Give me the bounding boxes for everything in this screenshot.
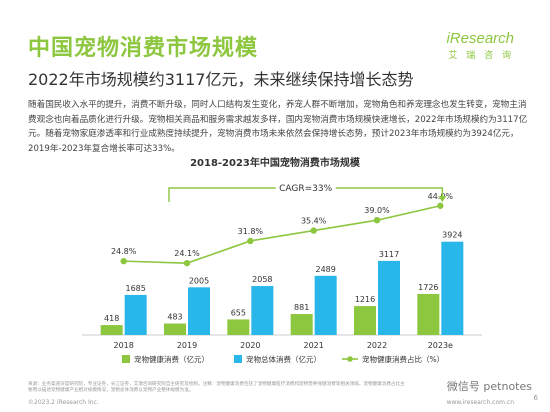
cagr-label: CAGR=33% bbox=[279, 184, 333, 194]
total-value-label-2020: 2058 bbox=[252, 275, 272, 284]
page-subtitle: 2022年市场规模约3117亿元，未来继续保持增长态势 bbox=[28, 70, 414, 89]
share-line bbox=[123, 204, 441, 264]
share-value-label-2021: 35.4% bbox=[301, 217, 327, 226]
share-point-2021 bbox=[310, 227, 317, 234]
total-value-label-2022: 3117 bbox=[379, 250, 399, 259]
brand-name: iResearch bbox=[446, 30, 514, 47]
share-value-label-2018: 24.8% bbox=[111, 247, 137, 256]
health-value-label-2023e: 1726 bbox=[418, 283, 438, 292]
health-value-label-2020: 655 bbox=[231, 308, 246, 317]
total-value-label-2019: 2005 bbox=[189, 276, 209, 285]
page-title: 中国宠物消费市场规模 bbox=[28, 36, 259, 61]
x-tick-label-2021: 2021 bbox=[303, 341, 323, 350]
health-value-label-2021: 881 bbox=[294, 303, 309, 312]
body-paragraph: 随着国民收入水平的提升，消费不断升级，同时人口结构发生变化，养宠人群不断增加，宠… bbox=[28, 100, 528, 154]
health-value-label-2019: 483 bbox=[167, 313, 182, 322]
legend-swatch-0 bbox=[122, 355, 130, 363]
health-bar-2023e bbox=[417, 293, 440, 335]
source-note: 来源：业务渠道深度研究院，专业证券，长江证券，艾瑞咨询研究院自主研究及绘制。注释… bbox=[28, 382, 405, 394]
copyright: ©2023.2 iResearch Inc. bbox=[28, 399, 99, 406]
x-tick-label-2020: 2020 bbox=[240, 341, 260, 350]
health-bar-2020 bbox=[227, 319, 250, 335]
website: www.iresearch.com.cn bbox=[446, 399, 514, 406]
x-tick-label-2022: 2022 bbox=[367, 341, 387, 350]
share-point-2018 bbox=[120, 257, 127, 265]
share-point-2023e bbox=[437, 202, 444, 209]
health-bar-2022 bbox=[354, 306, 376, 335]
share-value-label-2019: 24.1% bbox=[174, 249, 200, 258]
total-bar-2019 bbox=[188, 287, 210, 335]
legend-label-0: 宠物健康消费（亿元） bbox=[134, 354, 209, 364]
share-point-2020 bbox=[247, 237, 254, 245]
cagr-arrow-head bbox=[438, 196, 447, 202]
share-point-2019 bbox=[183, 259, 191, 267]
cagr-label-bg bbox=[275, 180, 336, 195]
total-bar-2023e bbox=[441, 241, 464, 335]
x-tick-label-2019: 2019 bbox=[177, 341, 197, 350]
total-bar-2021 bbox=[314, 275, 337, 335]
total-bar-2022 bbox=[378, 260, 400, 335]
legend-label-1: 宠物总体消费（亿元） bbox=[246, 354, 321, 364]
health-bar-2021 bbox=[290, 314, 313, 335]
brand-name-cn: 艾 瑞 咨 询 bbox=[448, 51, 514, 61]
health-value-label-2022: 1216 bbox=[355, 295, 375, 304]
share-value-label-2022: 39.0% bbox=[364, 206, 390, 215]
health-bar-2018 bbox=[100, 325, 123, 335]
legend-marker-2 bbox=[347, 356, 353, 362]
total-value-label-2023e: 3924 bbox=[442, 231, 462, 240]
total-bar-2018 bbox=[124, 294, 147, 335]
total-bar-2020 bbox=[251, 286, 274, 335]
share-point-2022 bbox=[373, 216, 381, 224]
chart-title: 2018-2023年中国宠物消费市场规模 bbox=[190, 158, 360, 169]
x-tick-label-2023e: 2023e bbox=[428, 341, 453, 350]
health-bar-2019 bbox=[164, 323, 186, 335]
total-value-label-2018: 1685 bbox=[125, 284, 145, 293]
total-value-label-2021: 2489 bbox=[315, 265, 335, 274]
x-tick-label-2018: 2018 bbox=[113, 341, 133, 350]
health-value-label-2018: 418 bbox=[104, 314, 119, 323]
share-value-label-2020: 31.8% bbox=[238, 227, 264, 236]
brand-logo: iResearch 艾 瑞 咨 询 bbox=[446, 30, 514, 61]
watermark: 微信号 petnotes bbox=[446, 380, 532, 393]
legend-label-2: 宠物健康消费占比（%） bbox=[362, 354, 444, 364]
legend-swatch-1 bbox=[234, 355, 242, 363]
page-number: 6 bbox=[533, 394, 538, 402]
